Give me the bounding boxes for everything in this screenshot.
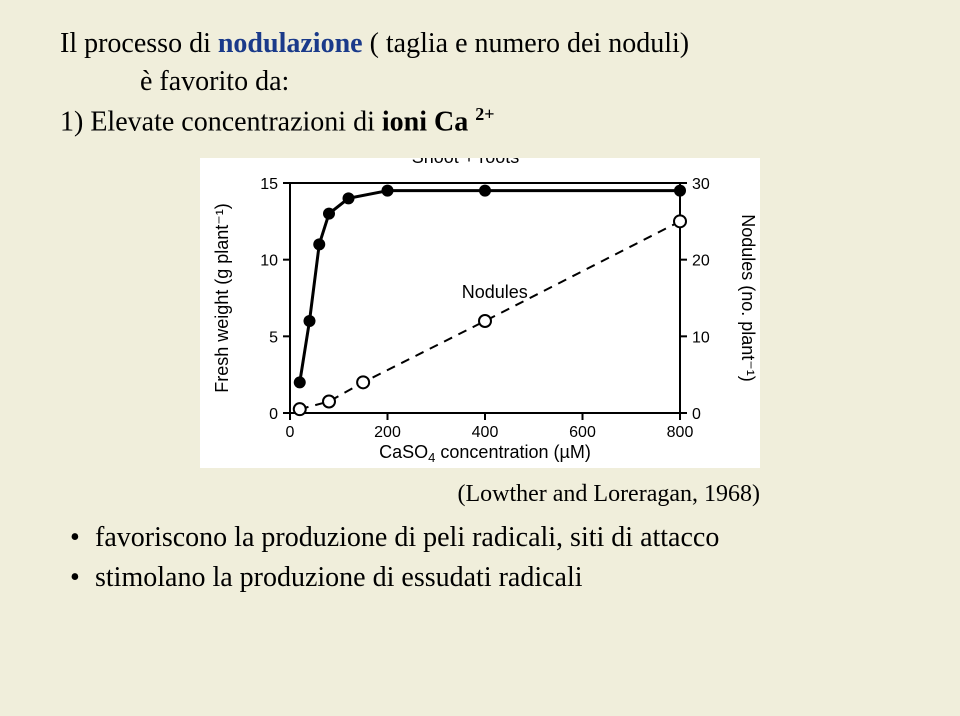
title-suffix: ( taglia e numero dei noduli)	[363, 28, 690, 59]
svg-text:10: 10	[260, 253, 278, 270]
svg-text:600: 600	[569, 424, 596, 441]
svg-text:20: 20	[692, 253, 710, 270]
title-emph: nodulazione	[218, 28, 363, 59]
figure-chart: 02004006008000510150102030CaSO4 concentr…	[60, 158, 900, 473]
bullet-dot-icon: •	[70, 562, 88, 594]
item1-bold: ioni Ca	[382, 106, 468, 137]
bullet-item: • stimolano la produzione di essudati ra…	[70, 562, 900, 594]
title-line1: Il processo di nodulazione ( taglia e nu…	[60, 28, 900, 60]
citation: (Lowther and Loreragan, 1968)	[60, 481, 900, 508]
svg-text:800: 800	[667, 424, 694, 441]
bullet-dot-icon: •	[70, 522, 88, 554]
title-prefix: Il processo di	[60, 28, 218, 59]
svg-text:200: 200	[374, 424, 401, 441]
svg-text:Nodules: Nodules	[462, 282, 528, 302]
svg-text:5: 5	[269, 330, 278, 347]
svg-text:Shoot + roots: Shoot + roots	[412, 158, 520, 167]
bullet-list: • favoriscono la produzione di peli radi…	[60, 522, 900, 594]
bullet-text: stimolano la produzione di essudati radi…	[95, 562, 583, 593]
svg-text:0: 0	[286, 424, 295, 441]
svg-text:0: 0	[269, 406, 278, 423]
chart-svg: 02004006008000510150102030CaSO4 concentr…	[200, 158, 760, 468]
bullet-text: favoriscono la produzione di peli radica…	[95, 522, 719, 553]
title-line2: è favorito da:	[140, 66, 900, 98]
item1-sup: 2+	[475, 104, 494, 124]
bullet-item: • favoriscono la produzione di peli radi…	[70, 522, 900, 554]
svg-text:400: 400	[472, 424, 499, 441]
svg-text:0: 0	[692, 406, 701, 423]
svg-text:30: 30	[692, 176, 710, 193]
svg-text:CaSO4 concentration (µM): CaSO4 concentration (µM)	[379, 442, 591, 465]
svg-text:Fresh weight (g plant⁻¹): Fresh weight (g plant⁻¹)	[212, 204, 232, 394]
svg-text:Nodules (no. plant⁻¹): Nodules (no. plant⁻¹)	[738, 215, 758, 383]
svg-text:10: 10	[692, 330, 710, 347]
item-1: 1) Elevate concentrazioni di ioni Ca 2+	[60, 104, 900, 138]
item1-prefix: 1) Elevate concentrazioni di	[60, 106, 382, 137]
svg-text:15: 15	[260, 176, 278, 193]
